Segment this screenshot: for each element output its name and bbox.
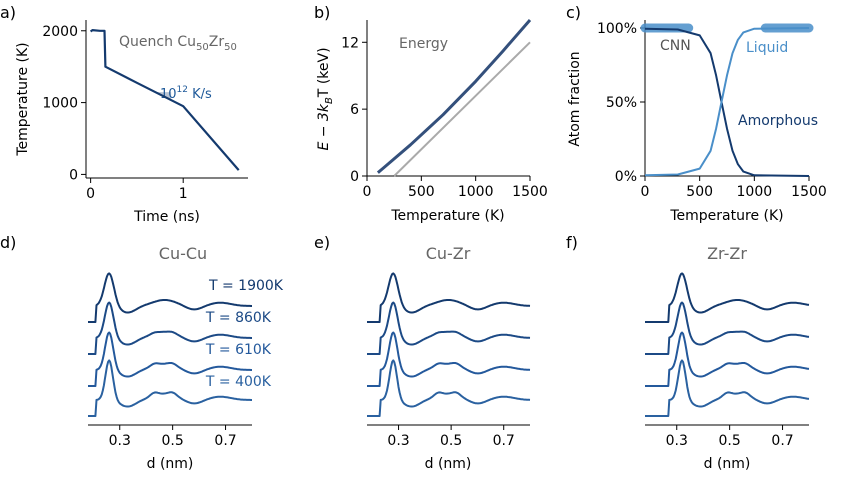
- e-series: [367, 272, 531, 417]
- a-title: Quench Cu50Zr50: [119, 34, 237, 53]
- a-ytick-label-1: 1000: [42, 96, 78, 112]
- a-rate-label: 1012 K/s: [160, 85, 212, 102]
- b-series-energy: [376, 19, 532, 174]
- a-xtick-label-1: 1: [179, 186, 188, 202]
- f-x-label: d (nm): [704, 456, 751, 472]
- d-rdf-series-3: [88, 359, 252, 417]
- panel-label-d: d): [0, 233, 16, 252]
- d-temp-label-1900: T = 1900K: [208, 278, 284, 294]
- b-series: [376, 19, 532, 177]
- a-ytick-label-0: 0: [69, 167, 78, 183]
- c-series-liquid: [644, 27, 810, 177]
- e-rdf-series-0: [367, 272, 531, 323]
- c-label-liquid: Liquid: [746, 40, 788, 56]
- c-label-amorphous: Amorphous: [738, 113, 818, 129]
- e-xtick-label-2: 0.7: [493, 433, 515, 449]
- e-title: Cu-Zr: [426, 244, 471, 263]
- f-series: [645, 272, 810, 417]
- c-xtick-label-1: 500: [686, 184, 713, 200]
- c-ytick-label-1: 50%: [606, 95, 637, 111]
- c-series-amorphous: [644, 27, 810, 177]
- f-x-ticks: 0.3 0.5 0.7: [666, 425, 794, 449]
- e-rdf-series-2: [367, 331, 531, 387]
- c-ytick-label-0: 0%: [615, 169, 637, 185]
- b-ytick-label-2: 12: [341, 35, 359, 51]
- panel-label-c: c): [566, 3, 581, 22]
- c-xtick-label-0: 0: [641, 184, 650, 200]
- d-xtick-label-1: 0.5: [162, 433, 184, 449]
- f-rdf-series-1: [645, 301, 810, 355]
- f-title: Zr-Zr: [707, 244, 747, 263]
- e-rdf-series-1: [367, 301, 531, 355]
- b-xtick-label-3: 1500: [512, 184, 548, 200]
- c-xtick-label-3: 1500: [791, 184, 827, 200]
- panel-d: d) Cu-Cu 0.3 0.5 0.7 d (nm) T = 1900K T = …: [0, 233, 284, 472]
- d-temp-label-860: T = 860K: [205, 310, 272, 326]
- d-temp-label-400: T = 400K: [205, 374, 272, 390]
- b-y-label: E − 3kBT (keV): [316, 47, 335, 150]
- d-rdf-series-0: [88, 272, 252, 323]
- a-xtick-label-0: 0: [86, 186, 95, 202]
- d-x-ticks: 0.3 0.5 0.7: [109, 425, 237, 449]
- d-series: [88, 272, 252, 417]
- e-x-label: d (nm): [425, 456, 472, 472]
- e-x-ticks: 0.3 0.5 0.7: [387, 425, 515, 449]
- b-series-reference: [393, 41, 531, 177]
- panel-label-e: e): [314, 233, 330, 252]
- a-series: [89, 29, 240, 171]
- a-y-label: Temperature (K): [15, 42, 31, 156]
- c-x-ticks: 0 500 1000 1500: [641, 176, 827, 200]
- d-temp-label-610: T = 610K: [205, 342, 272, 358]
- b-annotation: Energy: [399, 36, 448, 52]
- panel-e: e) Cu-Zr 0.3 0.5 0.7 d (nm): [314, 233, 531, 472]
- a-series-quench: [89, 29, 240, 171]
- b-xtick-label-0: 0: [363, 184, 372, 200]
- a-ytick-label-2: 2000: [42, 24, 78, 40]
- panel-label-a: a): [0, 3, 16, 22]
- b-x-label: Temperature (K): [390, 208, 504, 224]
- d-xtick-label-0: 0.3: [109, 433, 131, 449]
- f-rdf-series-0: [645, 272, 810, 323]
- panel-label-f: f): [566, 233, 578, 252]
- d-x-label: d (nm): [147, 456, 194, 472]
- panel-b: b) 0 500 1000 1500 0 6 12 Temperature (K) E −…: [314, 3, 548, 224]
- c-xtick-label-2: 1000: [737, 184, 773, 200]
- d-rdf-series-2: [88, 331, 252, 387]
- e-xtick-label-0: 0.3: [387, 433, 409, 449]
- e-xtick-label-1: 0.5: [440, 433, 462, 449]
- c-y-label: Atom fraction: [567, 51, 583, 146]
- b-ytick-label-0: 0: [350, 169, 359, 185]
- c-x-label: Temperature (K): [669, 208, 783, 224]
- a-y-ticks: 0 1000 2000: [42, 24, 86, 183]
- panel-c: c) 0 500 1000 1500 0% 50% 100% Temperature (K…: [566, 3, 827, 224]
- f-xtick-label-1: 0.5: [719, 433, 741, 449]
- c-y-ticks: 0% 50% 100%: [597, 21, 645, 185]
- b-xtick-label-1: 500: [408, 184, 435, 200]
- c-label-cnn: CNN: [660, 38, 691, 54]
- c-series: [644, 27, 810, 177]
- f-xtick-label-2: 0.7: [771, 433, 793, 449]
- b-y-ticks: 0 6 12: [341, 35, 367, 185]
- d-rdf-series-1: [88, 301, 252, 355]
- f-rdf-series-2: [645, 331, 810, 387]
- b-ytick-label-1: 6: [350, 102, 359, 118]
- panel-label-b: b): [314, 3, 330, 22]
- panel-f: f) Zr-Zr 0.3 0.5 0.7 d (nm): [566, 233, 810, 472]
- a-x-label: Time (ns): [133, 209, 200, 225]
- e-rdf-series-3: [367, 359, 531, 417]
- d-title: Cu-Cu: [159, 244, 207, 263]
- b-xtick-label-2: 1000: [458, 184, 494, 200]
- f-xtick-label-0: 0.3: [666, 433, 688, 449]
- b-x-ticks: 0 500 1000 1500: [363, 176, 548, 200]
- f-rdf-series-3: [645, 359, 810, 417]
- d-xtick-label-2: 0.7: [214, 433, 236, 449]
- c-ytick-label-2: 100%: [597, 21, 637, 37]
